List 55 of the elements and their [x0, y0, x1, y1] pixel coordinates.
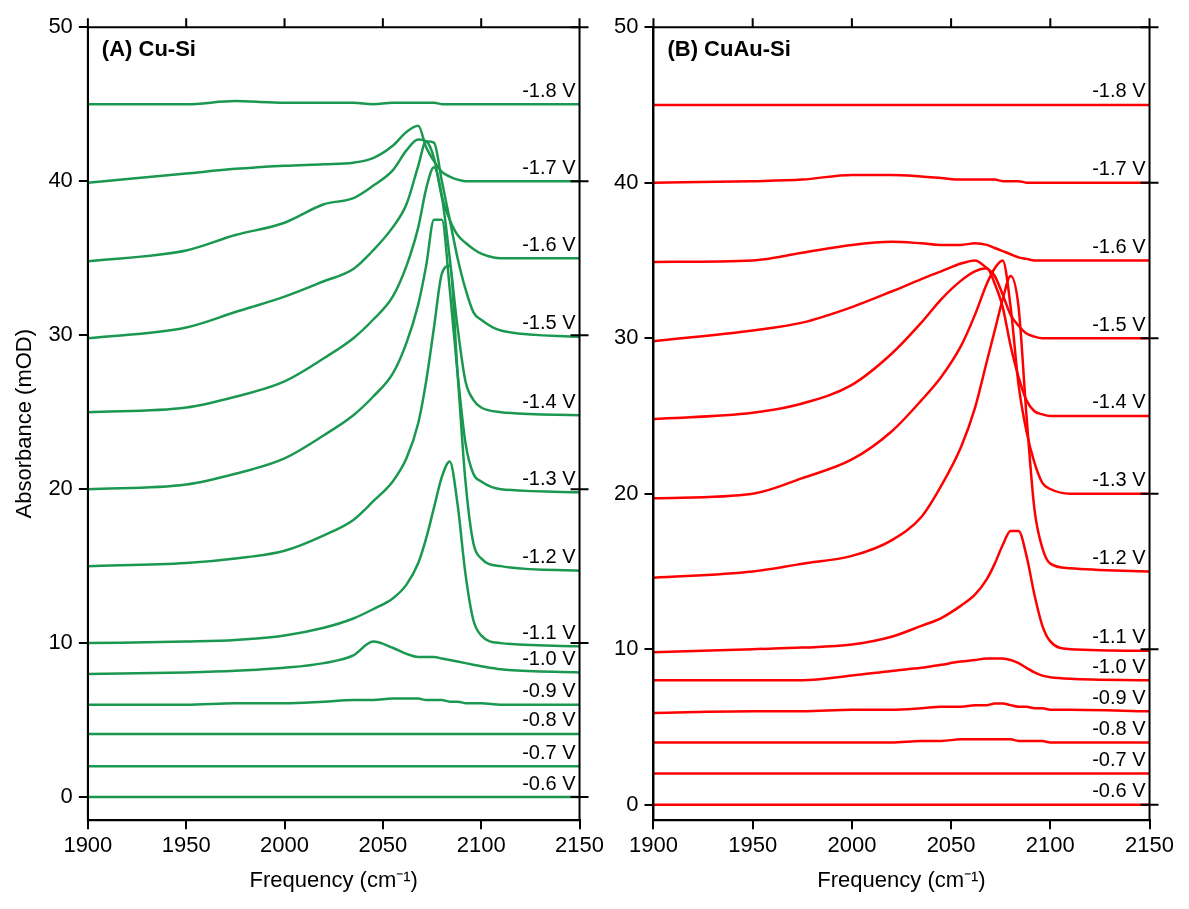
series-label: -1.7 V	[1092, 157, 1147, 180]
chart-title: (B) CuAu-Si	[667, 36, 791, 62]
series-label: -1.5 V	[1092, 312, 1147, 335]
x-tick-label: 1900	[63, 832, 113, 858]
series-label: -1.4 V	[522, 389, 577, 412]
series-label: -0.6 V	[522, 771, 577, 794]
x-tick-label: 2000	[260, 832, 310, 858]
y-tick-label: 40	[613, 168, 639, 194]
y-tick-label: 20	[613, 479, 639, 505]
y-tick-label: 10	[48, 629, 73, 655]
series-label: -0.7 V	[1092, 748, 1147, 771]
x-tick-label: 2100	[1025, 832, 1075, 858]
series-label: -1.5 V	[522, 311, 577, 334]
y-tick-label: 50	[48, 13, 73, 39]
series-label: -1.0 V	[522, 646, 577, 669]
x-tick-label: 2000	[827, 832, 877, 858]
x-tick-label: 1950	[728, 832, 778, 858]
x-tick-label: 2050	[358, 832, 408, 858]
x-tick-label: 1950	[161, 832, 211, 858]
series-label: -0.8 V	[522, 708, 577, 731]
x-tick-label: 2100	[456, 832, 506, 858]
y-tick-label: 40	[48, 167, 73, 193]
series-label: -1.3 V	[1092, 468, 1147, 491]
x-tick-label: 2050	[926, 832, 976, 858]
series-label: -1.3 V	[522, 466, 577, 489]
y-tick-label: 20	[48, 475, 73, 501]
series-label: -1.6 V	[522, 232, 577, 255]
series-label: -1.2 V	[522, 545, 577, 568]
series-label: -1.8 V	[522, 78, 577, 101]
x-tick-label: 2150	[555, 832, 605, 858]
series-label: -0.6 V	[1092, 779, 1147, 802]
series-label: -1.6 V	[1092, 234, 1147, 257]
y-tick-label: 0	[626, 790, 639, 816]
x-axis-title: Frequency (cm⁻¹)	[249, 866, 418, 892]
x-tick-label: 2150	[1125, 832, 1175, 858]
y-tick-label: 30	[613, 324, 639, 350]
series-label: -0.8 V	[1092, 716, 1147, 739]
series-label: -1.8 V	[1092, 79, 1147, 102]
series-label: -1.4 V	[1092, 390, 1147, 413]
y-tick-label: 50	[613, 13, 639, 39]
series-label: -1.2 V	[1092, 545, 1147, 568]
y-axis-title: Absorbance (mOD)	[11, 328, 37, 519]
series-label: -0.7 V	[522, 740, 577, 763]
series-label: -1.0 V	[1092, 654, 1147, 677]
series-label: -1.1 V	[522, 620, 577, 643]
x-tick-label: 1900	[628, 832, 678, 858]
y-tick-label: 0	[60, 783, 73, 809]
y-tick-label: 10	[613, 635, 639, 661]
series-label: -1.1 V	[1092, 625, 1147, 648]
series-label: -0.9 V	[1092, 685, 1147, 708]
series-label: -1.7 V	[522, 155, 577, 178]
y-tick-label: 30	[48, 321, 73, 347]
x-axis-title: Frequency (cm⁻¹)	[817, 866, 986, 892]
chart-title: (A) Cu-Si	[101, 36, 196, 62]
series-label: -0.9 V	[522, 679, 577, 702]
